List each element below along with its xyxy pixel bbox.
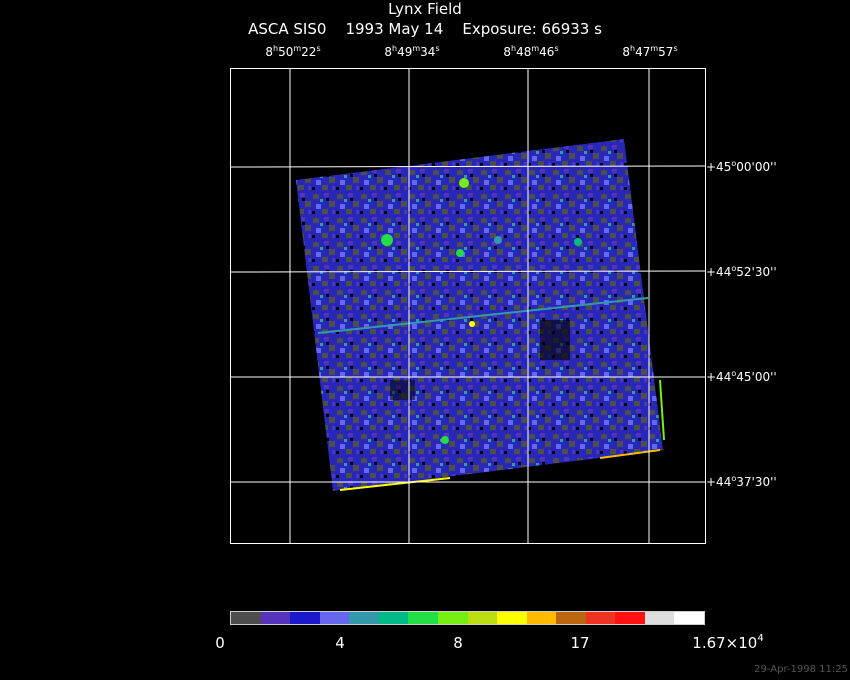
colorbar-segment [260,612,291,624]
colorbar-label: 0 [215,634,225,652]
colorbar-segment [497,612,527,624]
ra-tick-label: 8h48m46s [503,44,559,60]
ra-tick-label: 8h49m34s [384,44,440,60]
colorbar-segment [674,612,704,624]
dec-tick-label: +44o37'30'' [706,474,777,490]
dec-tick-label: +44o45'00'' [706,369,777,385]
colorbar-label: 8 [453,634,463,652]
x-ray-source [469,321,475,327]
colorbar [230,611,705,625]
image-frame [230,68,706,544]
colorbar-segment [349,612,379,624]
colorbar-segment [408,612,438,624]
colorbar-segment [585,612,616,624]
colorbar-segment [526,612,557,624]
x-ray-source [574,238,582,246]
colorbar-segment [319,612,350,624]
x-ray-source [459,178,469,188]
image-title: Lynx Field [388,0,462,18]
x-ray-source [494,236,502,244]
x-ray-source [381,234,393,246]
colorbar-segment [467,612,498,624]
ra-tick-label: 8h50m22s [265,44,321,60]
colorbar-label: 17 [570,634,590,652]
ra-tick-label: 8h47m57s [622,44,678,60]
colorbar-segment [556,612,586,624]
x-ray-source [441,436,449,444]
colorbar-segment [644,612,675,624]
detector-field [296,139,665,491]
colorbar-segment [378,612,409,624]
image-subtitle: ASCA SIS0 1993 May 14 Exposure: 66933 s [248,20,602,38]
colorbar-segment [231,612,261,624]
colorbar-label: 4 [335,634,345,652]
dec-tick-label: +45o00'00'' [706,159,777,175]
dec-grid-line [229,165,706,168]
colorbar-segment [290,612,320,624]
colorbar-label-max: 1.67×104 [692,633,764,653]
colorbar-segment [437,612,468,624]
timestamp: 29-Apr-1998 11:25 [754,664,848,675]
colorbar-segment [615,612,645,624]
dec-tick-label: +44o52'30'' [706,264,777,280]
x-ray-source [456,249,464,257]
dec-grid-line [229,270,706,273]
